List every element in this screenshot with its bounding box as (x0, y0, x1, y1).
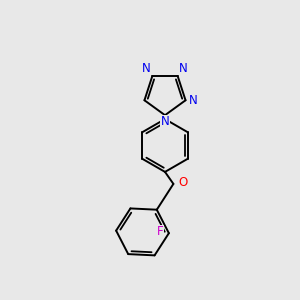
Text: F: F (157, 225, 164, 238)
Text: N: N (189, 94, 198, 107)
Text: N: N (179, 61, 188, 75)
Text: O: O (179, 176, 188, 189)
Text: N: N (142, 61, 151, 75)
Text: N: N (160, 115, 169, 128)
